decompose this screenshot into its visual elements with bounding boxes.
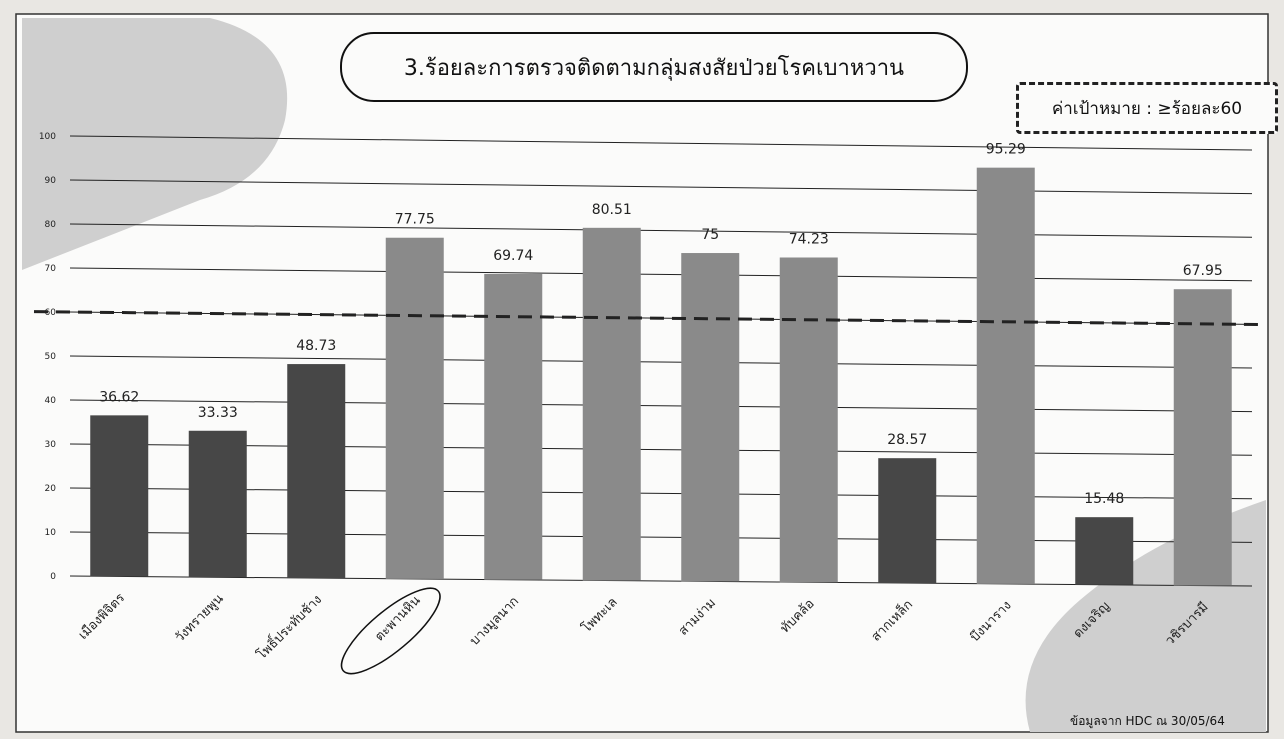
data-label: 28.57 — [887, 432, 927, 448]
y-tick-label: 0 — [50, 572, 56, 582]
data-label: 48.73 — [296, 338, 336, 354]
bar — [385, 237, 444, 579]
target-line — [33, 310, 1265, 327]
y-axis-ticks: 0 10 20 30 40 50 60 70 80 90 100 — [39, 132, 56, 582]
bars — [90, 167, 1232, 586]
data-label: 33.33 — [198, 405, 238, 421]
grid-line — [69, 267, 1253, 282]
y-tick-label: 50 — [45, 352, 57, 362]
data-label: 77.75 — [395, 212, 435, 228]
y-tick-label: 90 — [45, 176, 57, 186]
y-tick-label: 80 — [45, 220, 57, 230]
bar — [1075, 517, 1134, 585]
y-tick-label: 30 — [45, 440, 57, 450]
y-tick-label: 60 — [45, 308, 57, 318]
data-label: 80.51 — [592, 202, 632, 218]
data-label: 74.23 — [789, 231, 829, 247]
grid-line — [69, 487, 1253, 500]
y-tick-label: 100 — [39, 132, 56, 142]
bar — [681, 253, 740, 582]
bar — [287, 364, 346, 579]
data-label: 69.74 — [493, 248, 533, 264]
source-note: ข้อมูลจาก HDC ณ 30/05/64 — [1070, 714, 1225, 728]
y-tick-label: 20 — [45, 484, 57, 494]
bar — [484, 273, 543, 580]
data-labels: 36.62 33.33 48.73 77.75 69.74 80.51 75 74.23 28.… — [99, 142, 1223, 508]
y-tick-label: 40 — [45, 396, 57, 406]
grid-line — [69, 135, 1253, 151]
grid-line — [69, 223, 1253, 238]
data-label: 15.48 — [1084, 491, 1124, 507]
data-label: 75 — [701, 227, 719, 243]
data-label: 67.95 — [1183, 263, 1223, 279]
bar — [878, 458, 937, 584]
bar — [582, 227, 641, 581]
y-tick-label: 10 — [45, 528, 57, 538]
target-line-60 — [33, 310, 1265, 327]
data-label: 95.29 — [986, 142, 1026, 158]
bar — [90, 415, 149, 577]
grid-line — [69, 399, 1253, 413]
decorative-shape-top-left — [22, 18, 288, 270]
data-label: 36.62 — [99, 389, 139, 405]
bar — [188, 430, 247, 578]
grid-line — [69, 179, 1253, 195]
bar — [779, 257, 838, 583]
grid-line — [69, 355, 1253, 369]
grid-line — [69, 531, 1253, 543]
bar — [1173, 289, 1232, 586]
target-label: ค่าเป้าหมาย : ≥ร้อยละ60 — [1016, 82, 1278, 134]
highlight-circle — [340, 587, 441, 675]
bar — [976, 167, 1035, 584]
chart-title: 3.ร้อยละการตรวจติดตามกลุ่มสงสัยป่วยโรคเบ… — [340, 32, 968, 102]
grid-line — [69, 443, 1253, 456]
y-tick-label: 70 — [45, 264, 57, 274]
grid-line — [69, 575, 1253, 587]
